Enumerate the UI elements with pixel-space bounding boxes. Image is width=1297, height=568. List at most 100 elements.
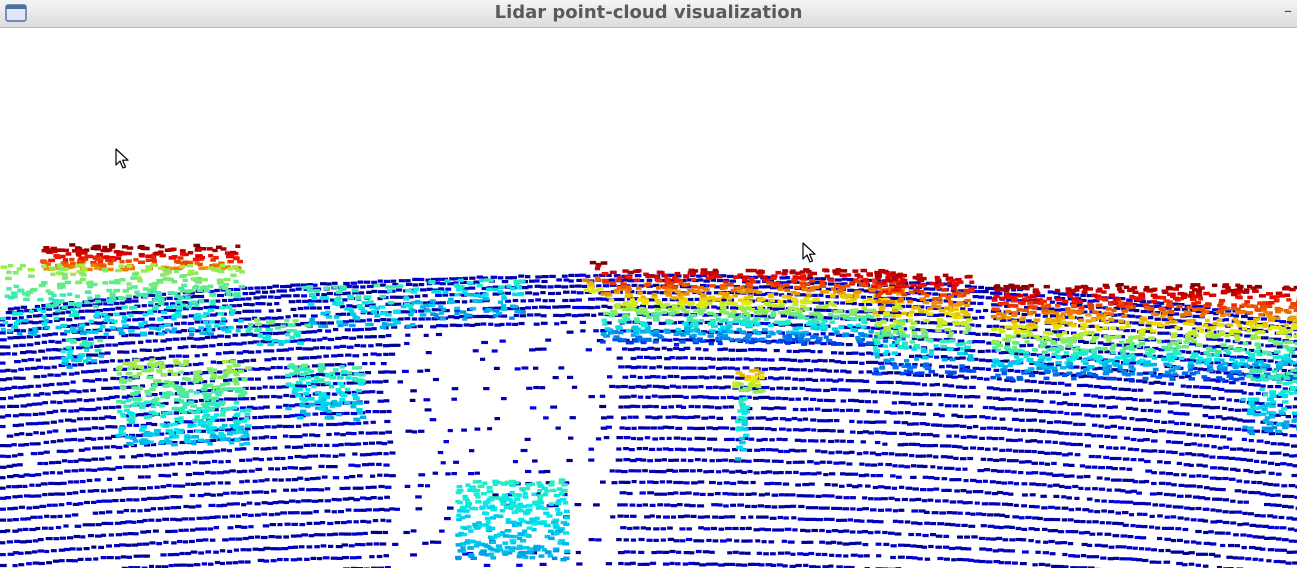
lidar-point [799,460,805,464]
lidar-point [234,311,242,315]
lidar-point [1121,511,1129,515]
lidar-point [445,287,452,291]
lidar-point [817,429,825,433]
lidar-point [808,551,815,556]
lidar-point [7,475,14,479]
lidar-point [946,322,953,326]
point-cloud-viewport[interactable] [0,28,1297,568]
lidar-point [263,546,271,550]
lidar-point [45,348,52,352]
lidar-point [1081,310,1088,314]
lidar-point [126,385,133,389]
lidar-point [1233,314,1239,318]
lidar-point [451,387,459,391]
lidar-point [348,496,355,500]
lidar-point [97,302,103,306]
lidar-point [152,393,158,397]
lidar-point [344,328,351,332]
title-bar[interactable]: Lidar point-cloud visualization – [0,0,1297,28]
lidar-point [815,449,821,453]
lidar-point [833,295,839,299]
lidar-point [843,554,849,558]
lidar-point [1085,465,1092,469]
lidar-point [123,350,130,354]
lidar-point [942,424,950,428]
lidar-point [389,295,397,299]
lidar-point [1260,514,1266,518]
lidar-point [259,317,266,321]
lidar-point [1008,549,1016,553]
lidar-point [70,437,78,442]
lidar-point [37,402,43,406]
lidar-point [1164,515,1170,519]
lidar-point [201,562,208,566]
lidar-point [1172,505,1179,509]
point-cloud-canvas[interactable] [0,28,1297,568]
lidar-point [313,510,319,514]
lidar-point [899,485,905,489]
lidar-point [1169,325,1177,329]
lidar-point [961,385,968,389]
lidar-point [37,365,44,369]
lidar-point [1259,547,1266,551]
lidar-point [178,528,184,532]
lidar-point [972,435,978,439]
minimize-button[interactable]: – [1284,1,1292,20]
lidar-point [866,409,873,413]
lidar-point [943,466,950,470]
lidar-point [798,504,805,509]
lidar-point [1014,389,1021,393]
lidar-point [601,304,608,308]
lidar-point [1196,322,1202,326]
lidar-point [1242,522,1250,526]
lidar-point [264,478,270,482]
lidar-point [208,289,215,294]
lidar-point [782,482,790,486]
lidar-point [656,447,662,451]
lidar-point [829,429,836,433]
lidar-point [798,378,805,382]
lidar-point [492,285,499,289]
lidar-point [378,484,385,489]
lidar-point [819,528,825,533]
lidar-point [772,471,779,475]
lidar-point [778,471,784,475]
lidar-point [1209,378,1217,382]
lidar-point [1049,410,1057,414]
lidar-point [772,307,779,311]
lidar-point [13,336,20,340]
lidar-point [265,316,272,320]
lidar-point [668,273,675,277]
lidar-point [288,339,294,343]
lidar-point [1103,342,1110,346]
lidar-point [265,332,273,336]
lidar-point [702,313,709,317]
lidar-point [885,431,892,435]
lidar-point [263,490,270,494]
lidar-point [647,491,655,495]
lidar-point [722,492,728,496]
lidar-point [683,514,690,518]
lidar-point [324,306,330,310]
lidar-point [1151,429,1158,434]
lidar-point [849,530,856,534]
lidar-point [1035,550,1041,554]
lidar-point [1094,499,1100,503]
lidar-point [661,458,667,462]
lidar-point [1210,466,1217,470]
lidar-point [39,392,45,396]
lidar-point [835,495,843,499]
lidar-point [376,353,382,357]
window-menu-icon[interactable] [5,3,27,23]
lidar-point [1096,305,1103,309]
lidar-point [1012,449,1019,453]
lidar-point [760,358,768,362]
lidar-point [124,318,131,322]
lidar-point [399,310,407,314]
lidar-point [856,507,863,511]
lidar-point [1088,509,1094,513]
lidar-point [239,406,247,410]
lidar-point [71,469,79,473]
lidar-point [253,447,259,451]
lidar-point [200,527,208,531]
